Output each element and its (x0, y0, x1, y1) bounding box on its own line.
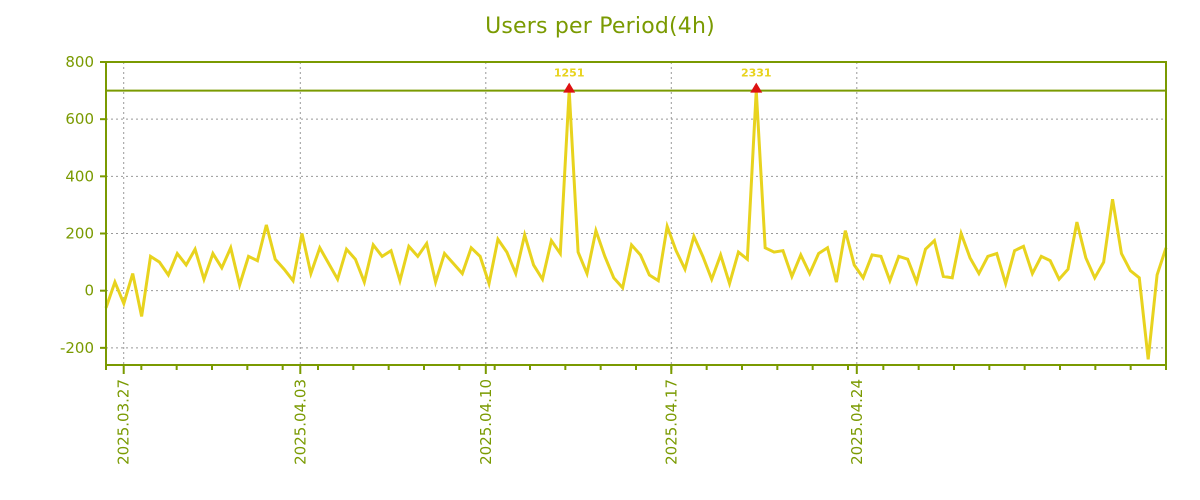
chart-title: Users per Period(4h) (485, 14, 715, 39)
plot-frame-group (105, 61, 1167, 366)
gridlines-group (106, 61, 1166, 365)
peak-annotations-group: 1251 2331 (554, 67, 772, 93)
series-line (104, 90, 1168, 360)
y-axis-tick-label: -200 (60, 339, 94, 357)
peak-marker-triangle (563, 82, 576, 93)
y-axis-labels-group: 800 600 400 200 0 -200 (60, 53, 94, 357)
x-axis-tick-label: 2025.04.24 (848, 379, 866, 465)
x-axis-tick-label: 2025.04.17 (662, 379, 680, 465)
x-axis-tick-label: 2025.04.03 (291, 379, 309, 465)
y-axis-tick-label: 200 (65, 225, 94, 243)
axis-ticks-group (100, 61, 1167, 374)
y-axis-tick-label: 0 (84, 282, 94, 300)
x-axis-tick-label: 2025.03.27 (115, 379, 133, 465)
data-series-group (104, 90, 1168, 360)
peak-value-label: 2331 (741, 67, 772, 80)
peak-marker-triangle (750, 82, 763, 93)
y-axis-tick-label: 800 (65, 53, 94, 71)
y-axis-tick-label: 600 (65, 110, 94, 128)
x-axis-tick-label: 2025.04.10 (477, 379, 495, 465)
peak-value-label: 1251 (554, 67, 585, 80)
y-axis-tick-label: 400 (65, 167, 94, 185)
x-axis-labels-group: 2025.03.27 2025.04.03 2025.04.10 2025.04.17… (115, 379, 866, 465)
plot-border (105, 61, 1167, 366)
